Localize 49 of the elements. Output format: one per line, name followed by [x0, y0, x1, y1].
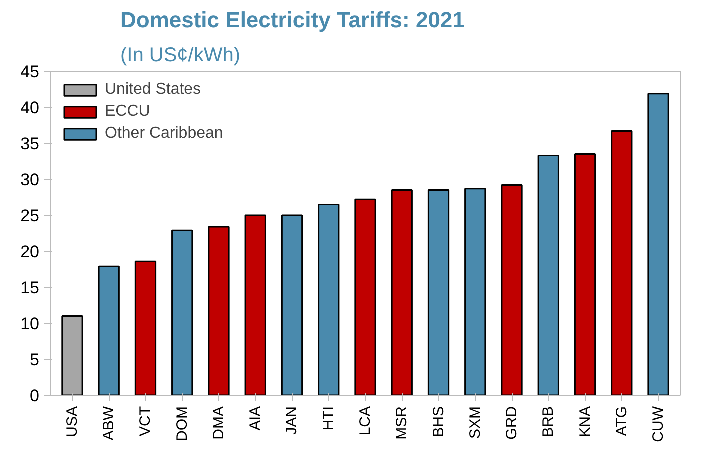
- x-tick-label: CUW: [650, 406, 668, 442]
- y-tick-label: 35: [20, 134, 40, 154]
- bar: [428, 190, 450, 396]
- y-tick-label: 10: [20, 314, 40, 334]
- x-tick-label: LCA: [357, 406, 374, 436]
- x-tick-label: MSR: [394, 406, 411, 440]
- bar: [244, 214, 266, 396]
- bar: [538, 154, 560, 396]
- bar: [648, 93, 670, 396]
- x-tick-label: ATG: [613, 406, 630, 436]
- bar: [281, 214, 304, 396]
- y-tick-label: 30: [20, 170, 40, 190]
- bar: [98, 266, 120, 396]
- x-tick-label: HTI: [320, 406, 338, 431]
- y-tick-label: 20: [20, 242, 40, 262]
- y-tick-label: 40: [20, 98, 40, 118]
- legend-label: Other Caribbean: [105, 125, 224, 143]
- bar: [391, 190, 413, 396]
- y-tick-label: 45: [20, 62, 40, 82]
- x-tick-label: GRD: [504, 406, 521, 440]
- x-tick-label: SXM: [466, 406, 484, 440]
- bar: [318, 204, 340, 396]
- legend-label: ECCU: [105, 103, 150, 121]
- x-tick-label: JAN: [284, 406, 301, 435]
- x-tick-label: ABW: [100, 406, 118, 441]
- bar: [62, 316, 84, 396]
- bar: [464, 188, 486, 396]
- y-tick-label: 15: [20, 278, 40, 298]
- x-tick-label: KNA: [576, 406, 594, 438]
- bar: [134, 260, 157, 396]
- x-tick-label: DOM: [174, 406, 191, 442]
- x-tick-label: USA: [64, 406, 81, 438]
- x-tick-label: VCT: [137, 406, 154, 436]
- bar: [611, 130, 633, 396]
- bar: [574, 154, 596, 396]
- legend-label: United States: [105, 81, 202, 99]
- x-tick-label: BRB: [540, 406, 558, 438]
- chart-subtitle: (In US¢/kWh): [120, 44, 241, 66]
- bar: [208, 226, 230, 396]
- x-tick-label: BHS: [430, 406, 448, 438]
- y-tick-label: 0: [30, 386, 40, 406]
- chart-title: Domestic Electricity Tariffs: 2021: [120, 8, 465, 32]
- x-tick-label: DMA: [210, 406, 228, 440]
- y-tick-label: 5: [30, 350, 40, 370]
- bar: [501, 184, 523, 396]
- x-tick-label: AIA: [247, 406, 264, 431]
- y-tick-label: 25: [20, 206, 40, 226]
- bar: [354, 198, 376, 396]
- bar: [172, 230, 194, 396]
